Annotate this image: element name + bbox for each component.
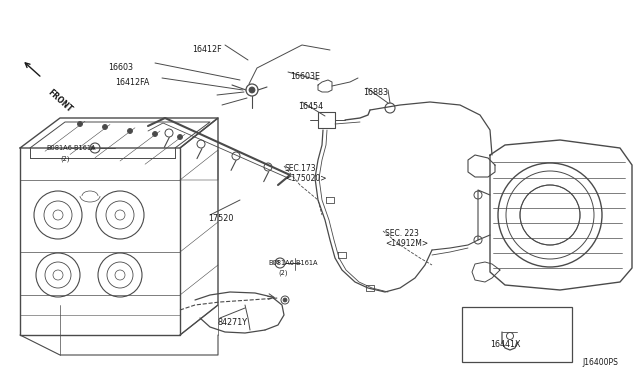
Bar bbox=[462, 307, 572, 362]
Text: B: B bbox=[275, 260, 279, 266]
Text: 84271Y: 84271Y bbox=[218, 318, 248, 327]
Text: FRONT: FRONT bbox=[46, 88, 74, 115]
Text: 16883: 16883 bbox=[363, 88, 388, 97]
Circle shape bbox=[283, 298, 287, 302]
Text: B: B bbox=[90, 145, 94, 151]
Text: (2): (2) bbox=[60, 155, 70, 161]
Circle shape bbox=[249, 87, 255, 93]
Text: J16400PS: J16400PS bbox=[582, 358, 618, 367]
Text: B081A6-B161A: B081A6-B161A bbox=[268, 260, 317, 266]
Text: SEC.173: SEC.173 bbox=[285, 164, 317, 173]
Text: 16603E: 16603E bbox=[290, 72, 320, 81]
Text: SEC. 223: SEC. 223 bbox=[385, 229, 419, 238]
Text: <14912M>: <14912M> bbox=[385, 239, 428, 248]
Circle shape bbox=[177, 135, 182, 140]
Text: 16603: 16603 bbox=[108, 63, 133, 72]
Text: 16412F: 16412F bbox=[192, 45, 221, 54]
Text: <175020>: <175020> bbox=[285, 174, 326, 183]
Circle shape bbox=[152, 131, 157, 137]
Text: 17520: 17520 bbox=[208, 214, 234, 223]
Text: 16441X: 16441X bbox=[490, 340, 520, 349]
Text: 16454: 16454 bbox=[298, 102, 323, 111]
Text: 16412FA: 16412FA bbox=[115, 78, 149, 87]
Circle shape bbox=[127, 128, 132, 134]
Circle shape bbox=[102, 125, 108, 129]
Text: B081A6-B161A: B081A6-B161A bbox=[46, 145, 95, 151]
Text: (2): (2) bbox=[278, 270, 287, 276]
Circle shape bbox=[77, 122, 83, 126]
